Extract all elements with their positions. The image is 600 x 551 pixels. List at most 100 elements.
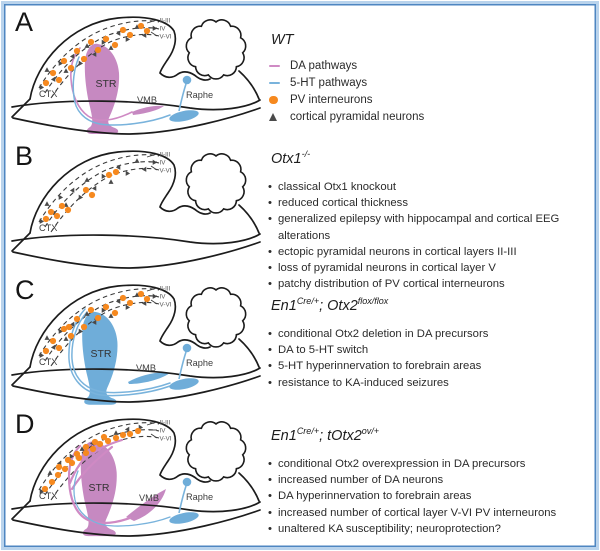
legend-row: DA pathways xyxy=(269,60,591,72)
raphe-cell-body xyxy=(182,477,192,487)
genotype-title: En1Cre/+; tOtx2ov/+ xyxy=(271,426,380,444)
raphe-nucleus xyxy=(169,110,199,122)
legend-row: 5-HT pathways xyxy=(269,77,591,89)
ctx-label: CTX xyxy=(39,89,57,99)
genotype-superscript: ov/+ xyxy=(361,426,380,436)
bullet-list: conditional Otx2 deletion in DA precurso… xyxy=(267,326,591,391)
panel-c: C II-III IV V-VI CTX STR VMB Raphe En1Cre/+; O… xyxy=(4,276,596,410)
raphe-cell-body xyxy=(182,343,192,353)
legend-row: PV interneurons xyxy=(269,94,591,106)
axonal-pathways xyxy=(68,308,171,397)
ctx-label: CTX xyxy=(39,223,57,233)
layer-label: V-VI xyxy=(160,168,172,175)
bullet-item: classical Otx1 knockout xyxy=(267,179,591,196)
interneuron-dot-icon xyxy=(269,95,284,105)
bullet-item: DA to 5-HT switch xyxy=(267,342,591,359)
genotype-title: WT xyxy=(271,32,294,48)
raphe-structure xyxy=(169,75,199,122)
bullet-list: classical Otx1 knockoutreduced cortical … xyxy=(267,179,591,293)
bullet-item: loss of pyramidal neurons in cortical la… xyxy=(267,260,591,277)
layer-label: IV xyxy=(160,428,167,435)
panel-letter: A xyxy=(15,7,34,37)
pyramidal-neurons xyxy=(39,24,158,90)
vmb-label: VMB xyxy=(137,95,157,105)
layer-label: IV xyxy=(160,26,167,33)
panel-d-text: En1Cre/+; tOtx2ov/+ conditional Otx2 ove… xyxy=(267,410,591,537)
genotype-superscript: flox/flox xyxy=(357,296,389,306)
raphe-cell-body xyxy=(182,75,192,85)
panel-a: A II-III IV V-VI CTX STR VMB Raphe WT DA pathw… xyxy=(4,8,596,142)
genotype-superscript: Cre/+ xyxy=(296,296,320,306)
raphe-structure xyxy=(169,477,199,524)
cerebellum-outline xyxy=(185,19,247,80)
str-label: STR xyxy=(91,348,112,360)
legend-row: cortical pyramidal neurons xyxy=(269,111,591,123)
bullet-item: conditional Otx2 deletion in DA precurso… xyxy=(267,326,591,343)
raphe-label: Raphe xyxy=(186,90,213,100)
striatum-shape xyxy=(82,311,118,405)
bullet-item: ectopic pyramidal neurons in cortical la… xyxy=(267,244,591,261)
bullet-list: conditional Otx2 overexpression in DA pr… xyxy=(267,456,591,538)
bullet-item: 5-HT hyperinnervation to forebrain areas xyxy=(267,358,591,375)
layer-label: V-VI xyxy=(160,436,172,443)
panel-letter: B xyxy=(15,141,34,171)
panel-d: D II-III IV V-VI CTX STR VMB Raphe En1Cre/+; t… xyxy=(4,410,596,551)
pathway-dash-icon xyxy=(269,81,284,85)
bullet-item: reduced cortical thickness xyxy=(267,195,591,212)
panel-a-text: WT DA pathways 5-HT pathways PV interneuro… xyxy=(267,8,591,128)
raphe-nucleus xyxy=(169,378,199,390)
str-label: STR xyxy=(96,78,117,90)
ctx-label: CTX xyxy=(39,357,57,367)
brain-outline xyxy=(11,150,261,269)
bullet-item: conditional Otx2 overexpression in DA pr… xyxy=(267,456,591,473)
bullet-item: patchy distribution of PV cortical inter… xyxy=(267,276,591,293)
brain-outline xyxy=(11,16,261,135)
raphe-label: Raphe xyxy=(186,492,213,502)
panel-letter: D xyxy=(15,409,35,439)
genotype-superscript: Cre/+ xyxy=(296,426,320,436)
cerebellum-outline xyxy=(185,287,247,348)
layer-label: II-III xyxy=(160,152,171,159)
bullet-item: generalized epilepsy with hippocampal an… xyxy=(267,211,591,244)
cerebellum-outline xyxy=(185,421,247,482)
raphe-nucleus xyxy=(169,512,199,524)
subcortical-structures xyxy=(84,43,164,135)
subcortical-structures xyxy=(82,311,170,405)
layer-label: IV xyxy=(160,160,167,167)
layer-label: II-III xyxy=(160,286,171,293)
pv-interneurons xyxy=(42,168,120,223)
panel-letter: C xyxy=(15,275,35,305)
vmb-shape xyxy=(132,105,164,115)
layer-label: IV xyxy=(160,294,167,301)
axonal-pathways xyxy=(70,47,171,126)
raphe-label: Raphe xyxy=(186,358,213,368)
pyramidal-triangle-icon xyxy=(269,113,284,121)
bullet-item: unaltered KA susceptibility; neuroprotec… xyxy=(267,521,591,538)
bullet-item: resistance to KA-induced seizures xyxy=(267,375,591,392)
legend-label: cortical pyramidal neurons xyxy=(290,111,425,123)
raphe-structure xyxy=(169,343,199,390)
striatum-shape xyxy=(84,43,120,135)
brain-outline xyxy=(11,418,261,537)
ctx-label: CTX xyxy=(39,491,57,501)
layer-label: II-III xyxy=(160,18,171,25)
legend: DA pathways 5-HT pathways PV interneurons c… xyxy=(269,60,591,123)
layer-label: V-VI xyxy=(160,302,172,309)
genotype-superscript: -/- xyxy=(301,149,311,159)
genotype-title: En1Cre/+; Otx2flox/flox xyxy=(271,296,389,314)
layer-label: V-VI xyxy=(160,34,172,41)
vmb-label: VMB xyxy=(136,363,156,373)
panel-b-text: Otx1-/- classical Otx1 knockoutreduced c… xyxy=(267,142,591,293)
genotype-title: Otx1-/- xyxy=(271,149,311,167)
pv-interneurons xyxy=(41,427,142,493)
striatum-shape xyxy=(80,441,117,537)
